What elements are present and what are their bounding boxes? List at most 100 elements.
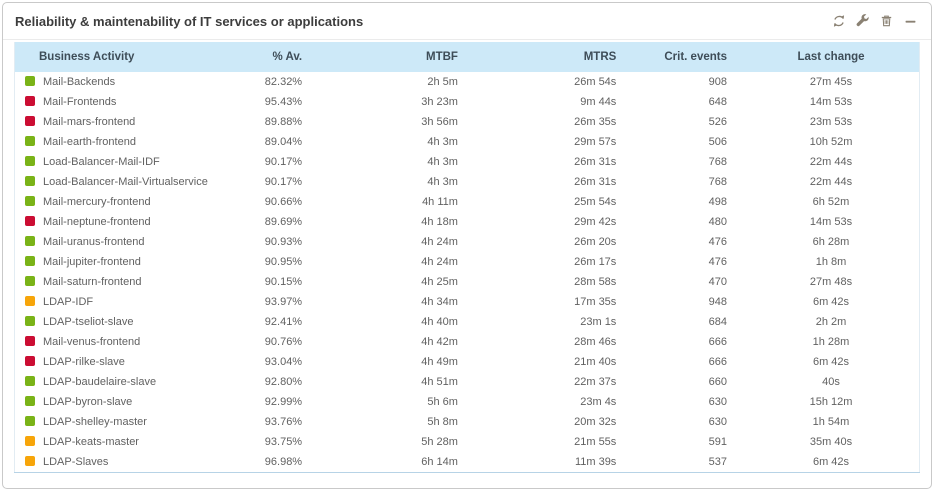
status-green-indicator <box>25 376 35 387</box>
business-activity-label: LDAP-byron-slave <box>43 396 133 409</box>
mtrs-cell: 28m 58s <box>457 272 617 292</box>
business-activity-label: Mail-mercury-frontend <box>43 196 151 209</box>
availability-cell: 90.15% <box>240 272 305 292</box>
table-row: Mail-neptune-frontend 89.69% 4h 18m 29m 42s… <box>14 212 920 232</box>
mtrs-cell: 26m 17s <box>457 252 617 272</box>
table-row: Mail-mercury-frontend 90.66% 4h 11m 25m 54s… <box>14 192 920 212</box>
availability-cell: 93.75% <box>240 432 305 452</box>
settings-button[interactable] <box>855 14 870 29</box>
status-red-indicator <box>25 356 35 367</box>
mtrs-cell: 26m 20s <box>457 232 617 252</box>
mtbf-cell: 4h 11m <box>304 192 458 212</box>
business-activity-cell: Mail-venus-frontend <box>14 332 241 352</box>
business-activity-label: Mail-mars-frontend <box>43 116 136 129</box>
table-row: Mail-earth-frontend 89.04% 4h 3m 29m 57s 506… <box>14 132 920 152</box>
availability-cell: 90.17% <box>240 172 305 192</box>
mtrs-cell: 9m 44s <box>457 92 617 112</box>
last-change-cell: 35m 40s <box>743 432 920 452</box>
last-change-cell: 40s <box>743 372 920 392</box>
availability-cell: 89.69% <box>240 212 305 232</box>
status-orange-indicator <box>25 436 35 447</box>
panel-toolbar <box>831 14 918 29</box>
business-activity-label: LDAP-keats-master <box>43 436 139 449</box>
business-activity-label: Mail-venus-frontend <box>43 336 141 349</box>
mtbf-cell: 4h 42m <box>304 332 458 352</box>
crit-events-cell: 648 <box>616 92 743 112</box>
mtbf-cell: 5h 6m <box>304 392 458 412</box>
business-activity-cell: Mail-neptune-frontend <box>14 212 241 232</box>
last-change-cell: 27m 45s <box>743 72 920 92</box>
mtrs-cell: 23m 4s <box>457 392 617 412</box>
business-activity-cell: LDAP-baudelaire-slave <box>14 372 241 392</box>
business-activity-cell: LDAP-keats-master <box>14 432 241 452</box>
crit-events-cell: 498 <box>616 192 743 212</box>
status-green-indicator <box>25 276 35 287</box>
table-row: Mail-Frontends 95.43% 3h 23m 9m 44s 648 14m 5… <box>14 92 920 112</box>
business-activity-label: LDAP-tseliot-slave <box>43 316 134 329</box>
mtbf-cell: 3h 23m <box>304 92 458 112</box>
minus-icon <box>904 15 917 28</box>
crit-events-cell: 660 <box>616 372 743 392</box>
availability-cell: 90.95% <box>240 252 305 272</box>
availability-cell: 90.17% <box>240 152 305 172</box>
mtrs-cell: 29m 42s <box>457 212 617 232</box>
business-activity-label: Mail-earth-frontend <box>43 136 136 149</box>
table-row: Mail-saturn-frontend 90.15% 4h 25m 28m 58s 4… <box>14 272 920 292</box>
crit-events-cell: 537 <box>616 452 743 472</box>
crit-events-cell: 630 <box>616 392 743 412</box>
status-green-indicator <box>25 396 35 407</box>
business-activity-cell: Mail-saturn-frontend <box>14 272 241 292</box>
crit-events-cell: 476 <box>616 252 743 272</box>
last-change-cell: 22m 44s <box>743 152 920 172</box>
mtbf-cell: 4h 25m <box>304 272 458 292</box>
business-activity-cell: LDAP-byron-slave <box>14 392 241 412</box>
column-header-business-activity: Business Activity <box>14 42 241 72</box>
status-red-indicator <box>25 96 35 107</box>
column-header-mtrs: MTRS <box>457 42 617 72</box>
mtbf-cell: 3h 56m <box>304 112 458 132</box>
table-row: LDAP-IDF 93.97% 4h 34m 17m 35s 948 6m 42s <box>14 292 920 312</box>
business-activity-label: Load-Balancer-Mail-Virtualservice <box>43 176 208 189</box>
mtrs-cell: 22m 37s <box>457 372 617 392</box>
status-green-indicator <box>25 156 35 167</box>
crit-events-cell: 666 <box>616 332 743 352</box>
status-red-indicator <box>25 116 35 127</box>
delete-button[interactable] <box>879 14 894 29</box>
last-change-cell: 6m 42s <box>743 352 920 372</box>
status-green-indicator <box>25 256 35 267</box>
last-change-cell: 14m 53s <box>743 212 920 232</box>
mtbf-cell: 4h 24m <box>304 232 458 252</box>
availability-cell: 89.88% <box>240 112 305 132</box>
availability-cell: 95.43% <box>240 92 305 112</box>
crit-events-cell: 506 <box>616 132 743 152</box>
availability-cell: 93.76% <box>240 412 305 432</box>
business-activity-label: Mail-jupiter-frontend <box>43 256 141 269</box>
business-activity-cell: Mail-mars-frontend <box>14 112 241 132</box>
mtrs-cell: 21m 40s <box>457 352 617 372</box>
mtbf-cell: 4h 51m <box>304 372 458 392</box>
table-row: LDAP-byron-slave 92.99% 5h 6m 23m 4s 630 15h … <box>14 392 920 412</box>
wrench-icon <box>856 14 870 28</box>
table-row: Mail-venus-frontend 90.76% 4h 42m 28m 46s 66… <box>14 332 920 352</box>
mtrs-cell: 25m 54s <box>457 192 617 212</box>
table-row: Load-Balancer-Mail-IDF 90.17% 4h 3m 26m 31s… <box>14 152 920 172</box>
crit-events-cell: 476 <box>616 232 743 252</box>
business-activity-cell: Mail-jupiter-frontend <box>14 252 241 272</box>
crit-events-cell: 591 <box>616 432 743 452</box>
last-change-cell: 15h 12m <box>743 392 920 412</box>
table-header-row: Business Activity% Av. MTBF MTRS Crit. even… <box>14 42 920 72</box>
mtrs-cell: 17m 35s <box>457 292 617 312</box>
status-green-indicator <box>25 76 35 87</box>
refresh-button[interactable] <box>831 14 846 29</box>
table-row: Load-Balancer-Mail-Virtualservice 90.17% 4… <box>14 172 920 192</box>
mtrs-cell: 20m 32s <box>457 412 617 432</box>
business-activity-label: LDAP-shelley-master <box>43 416 147 429</box>
panel-body: Business Activity% Av. MTBF MTRS Crit. even… <box>3 40 931 473</box>
mtrs-cell: 26m 35s <box>457 112 617 132</box>
mtbf-cell: 5h 8m <box>304 412 458 432</box>
minimize-button[interactable] <box>903 14 918 29</box>
business-activity-cell: LDAP-shelley-master <box>14 412 241 432</box>
column-header-av: % Av. <box>240 42 305 72</box>
last-change-cell: 1h 28m <box>743 332 920 352</box>
table-row: LDAP-Slaves 96.98% 6h 14m 11m 39s 537 6m 42s <box>14 452 920 472</box>
